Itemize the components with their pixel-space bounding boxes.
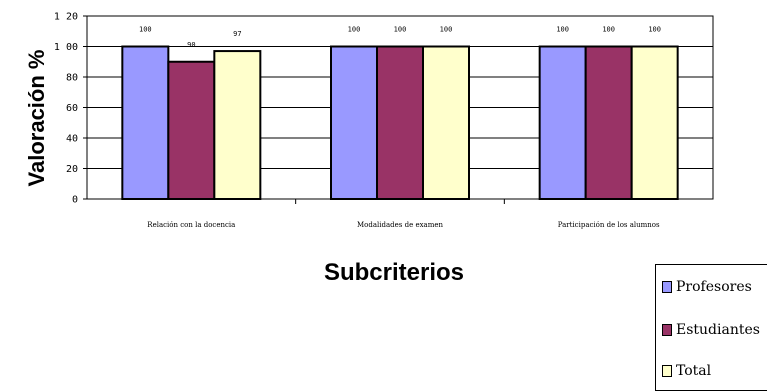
y-tick-label: 80 [66,73,78,84]
bar-profesores [538,45,587,200]
legend: Profesores Estudiantes Total [655,264,767,391]
bar-estudiantes [376,45,424,200]
y-tick-label: 60 [66,103,78,114]
data-label: 100 [348,26,361,34]
data-label: 100 [556,26,569,34]
legend-item-total: Total [662,363,711,379]
data-label: 100 [139,26,152,34]
y-tick-label: 0 [72,195,78,206]
bar-estudiantes [584,45,633,200]
legend-label-profesores: Profesores [676,279,752,295]
y-axis-title: Valoración % [24,50,49,187]
legend-item-estudiantes: Estudiantes [662,322,760,338]
data-label: 100 [602,26,615,34]
bar-profesores [330,45,378,200]
legend-label-total: Total [676,363,712,379]
bar-estudiantes [167,60,216,200]
y-tick-labels: 0 20 40 60 80 1 00 1 20 [54,12,78,206]
axes [86,15,714,204]
data-label: 100 [440,26,453,34]
y-tick-label: 20 [66,164,78,175]
legend-label-estudiantes: Estudiantes [676,322,760,338]
x-category-labels: Relación con la docencia Modalidades de e… [147,221,660,229]
legend-swatch-profesores [662,281,672,293]
data-label: 97 [233,30,241,38]
category-label: Participación de los alumnos [558,221,660,229]
x-axis-title: Subcriterios [324,259,464,286]
bar-total [422,45,470,200]
bar-profesores [121,45,170,200]
bar-total [213,50,262,201]
y-tick-label: 40 [66,134,78,145]
y-tick-label: 1 00 [54,42,78,53]
data-labels: 100 90 97 100 100 100 100 100 100 [139,26,661,49]
y-tick-label: 1 20 [54,12,78,23]
bars [121,45,679,201]
category-label: Relación con la docencia [147,221,235,229]
legend-swatch-estudiantes [662,324,672,336]
legend-item-profesores: Profesores [662,279,752,295]
bar-total [630,45,679,200]
data-label: 100 [394,26,407,34]
data-label: 90 [187,41,195,49]
legend-swatch-total [662,365,672,377]
category-label: Modalidades de examen [357,221,444,229]
data-label: 100 [648,26,661,34]
